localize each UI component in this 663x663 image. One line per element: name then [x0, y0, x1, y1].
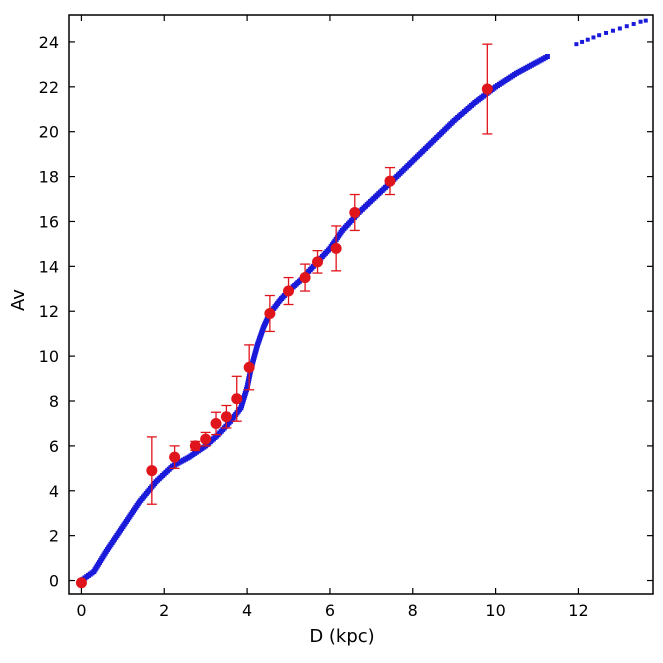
y-tick-label: 2 — [49, 527, 59, 546]
observation-point — [169, 451, 181, 463]
observation-point — [200, 433, 212, 445]
x-tick-label: 4 — [242, 601, 252, 620]
observation-point — [264, 307, 276, 319]
observation-point — [220, 411, 232, 423]
observation-point — [330, 242, 342, 254]
plot-frame — [68, 14, 654, 595]
observation-point — [231, 393, 243, 405]
observation-point — [210, 417, 222, 429]
model-curve-marker — [643, 18, 648, 23]
model-curve-marker — [638, 19, 643, 24]
y-tick-label: 14 — [39, 257, 59, 276]
y-tick-label: 4 — [49, 482, 59, 501]
chart-marks — [75, 18, 648, 589]
y-tick-label: 22 — [39, 78, 59, 97]
x-tick-label: 6 — [325, 601, 335, 620]
observation-point — [75, 577, 87, 589]
observation-point — [243, 361, 255, 373]
y-tick-label: 12 — [39, 302, 59, 321]
y-tick-label: 0 — [49, 572, 59, 591]
y-tick-label: 18 — [39, 168, 59, 187]
model-curve-marker — [597, 33, 602, 38]
observation-point — [146, 465, 158, 477]
x-tick-label: 0 — [76, 601, 86, 620]
y-tick-label: 24 — [39, 33, 59, 52]
model-curve-marker — [604, 30, 609, 35]
model-curve-marker — [591, 35, 596, 40]
observation-point — [299, 272, 311, 284]
observation-point — [481, 83, 493, 95]
model-curve-marker — [574, 42, 579, 47]
x-tick-label: 12 — [568, 601, 588, 620]
y-tick-label: 20 — [39, 123, 59, 142]
y-tick-label: 16 — [39, 212, 59, 231]
y-axis-label: Av — [8, 289, 29, 311]
observation-point — [384, 175, 396, 187]
x-tick-label: 10 — [485, 601, 505, 620]
observation-point — [189, 440, 201, 452]
x-axis-label: D (kpc) — [309, 626, 374, 647]
observation-point — [283, 285, 295, 297]
model-curve-marker — [610, 28, 615, 33]
model-curve-marker — [624, 24, 629, 29]
observation-point — [312, 256, 324, 268]
observation-point — [349, 206, 361, 218]
model-curve-marker — [544, 54, 550, 60]
model-curve-marker — [617, 26, 622, 31]
y-tick-label: 8 — [49, 392, 59, 411]
x-tick-label: 2 — [159, 601, 169, 620]
y-tick-label: 6 — [49, 437, 59, 456]
model-curve-marker — [580, 39, 585, 44]
y-tick-label: 10 — [39, 347, 59, 366]
model-curve-marker — [585, 37, 590, 42]
x-tick-label: 8 — [408, 601, 418, 620]
model-curve-marker — [631, 21, 636, 26]
